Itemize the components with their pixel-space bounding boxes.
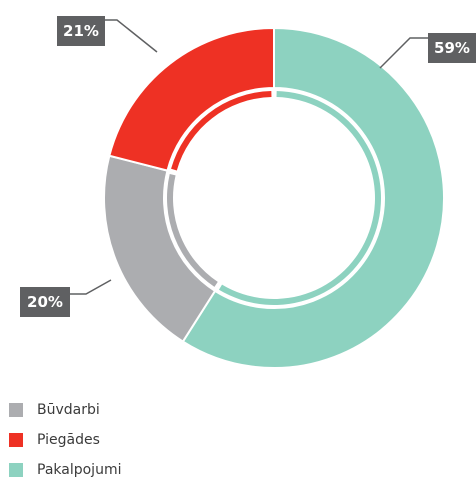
leader-line-pakalpojumi <box>379 37 428 69</box>
leader-line-buvdarbi <box>70 279 112 295</box>
callout-box-buvdarbi <box>20 287 70 317</box>
donut-inner-rings <box>167 91 381 305</box>
data-label-piegades: 21% <box>63 22 99 40</box>
value-callouts: 20% 21% 59% <box>20 16 476 317</box>
legend-item-buvdarbi: Būvdarbi <box>9 400 121 420</box>
inner-ring-piegades <box>171 91 272 171</box>
legend-swatch <box>9 463 23 477</box>
legend-item-piegades: Piegādes <box>9 430 121 450</box>
slice-buvdarbi <box>103 154 217 343</box>
callout-box-pakalpojumi <box>428 33 476 63</box>
slice-piegades <box>108 26 275 172</box>
legend-item-pakalpojumi: Pakalpojumi <box>9 460 121 480</box>
legend-swatch <box>9 403 23 417</box>
inner-ring-buvdarbi <box>167 173 218 287</box>
callout-box-piegades <box>57 16 105 46</box>
legend-label: Pakalpojumi <box>37 462 122 478</box>
legend-label: Būvdarbi <box>37 402 100 418</box>
donut-slices <box>103 26 445 369</box>
legend-label: Piegādes <box>37 432 100 448</box>
donut-chart: 20% 21% 59% <box>20 16 476 369</box>
data-label-buvdarbi: 20% <box>27 293 63 311</box>
leader-line-piegades <box>105 19 158 53</box>
chart-legend: Būvdarbi Piegādes Pakalpojumi <box>9 400 121 490</box>
slice-pakalpojumi <box>181 26 445 369</box>
legend-swatch <box>9 433 23 447</box>
data-label-pakalpojumi: 59% <box>434 39 470 57</box>
